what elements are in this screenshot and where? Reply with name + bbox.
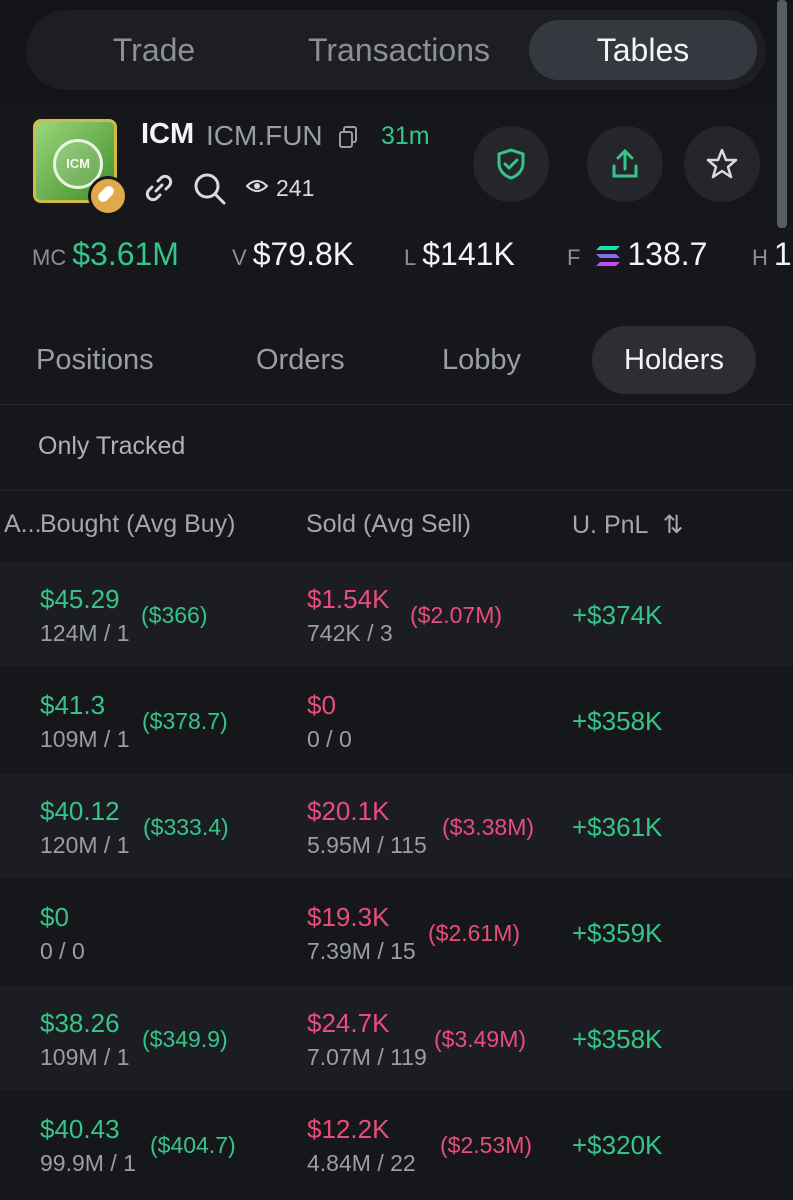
pnl-value: +$374K	[572, 600, 663, 630]
tab-orders[interactable]: Orders	[256, 344, 345, 376]
token-logo-text: ICM	[53, 139, 103, 189]
bought-amount: 109M / 1	[40, 1044, 130, 1070]
pnl-value: +$358K	[572, 1024, 663, 1054]
bought-value: $40.12	[40, 796, 120, 826]
shield-check-icon	[497, 148, 525, 180]
avg-sell: ($3.38M)	[442, 814, 535, 840]
sold-value: $1.54K	[307, 584, 390, 614]
security-button[interactable]	[473, 126, 549, 202]
liquidity-value: $141K	[422, 236, 515, 272]
tab-tables[interactable]: Tables	[529, 20, 757, 80]
column-header-pnl[interactable]: U. PnL ⇅	[572, 511, 684, 539]
only-tracked-filter[interactable]: Only Tracked	[38, 432, 186, 460]
bought-value: $40.43	[40, 1114, 120, 1144]
market-cap-value: $3.61M	[72, 236, 179, 272]
tab-positions[interactable]: Positions	[36, 344, 154, 376]
pnl-value: +$320K	[572, 1130, 663, 1160]
bought-amount: 124M / 1	[40, 620, 130, 646]
avg-sell: ($2.61M)	[428, 920, 521, 946]
column-header-bought[interactable]: Bought (Avg Buy)	[40, 510, 236, 538]
sold-value: $12.2K	[307, 1114, 390, 1144]
avg-buy: ($404.7)	[150, 1132, 236, 1158]
table-row[interactable]: $40.12 120M / 1 ($333.4) $20.1K 5.95M / …	[0, 774, 793, 878]
stat-fees: F 138.7	[567, 236, 708, 272]
stat-market-cap: MC $3.61M	[32, 236, 179, 272]
bought-value: $41.3	[40, 690, 106, 720]
avg-buy: ($378.7)	[142, 708, 228, 734]
stat-liquidity: L $141K	[404, 236, 515, 272]
top-bar: Trade Transactions Tables	[0, 0, 793, 104]
filter-divider	[0, 490, 793, 491]
pnl-value: +$359K	[572, 918, 663, 948]
pnl-value: +$361K	[572, 812, 663, 842]
favorite-button[interactable]	[684, 126, 760, 202]
token-age: 31m	[381, 122, 430, 150]
link-icon[interactable]	[143, 172, 175, 204]
table-row[interactable]: $40.43 99.9M / 1 ($404.7) $12.2K 4.84M /…	[0, 1092, 793, 1196]
sold-value: $0	[307, 690, 336, 720]
avg-sell: ($2.07M)	[410, 602, 503, 628]
tabs-divider	[0, 404, 793, 405]
sold-value: $19.3K	[307, 902, 390, 932]
avg-buy: ($333.4)	[143, 814, 229, 840]
bought-value: $45.29	[40, 584, 120, 614]
table-row[interactable]: $38.26 109M / 1 ($349.9) $24.7K 7.07M / …	[0, 986, 793, 1090]
bought-amount: 99.9M / 1	[40, 1150, 136, 1176]
avg-buy: ($349.9)	[142, 1026, 228, 1052]
pnl-value: +$358K	[572, 706, 663, 736]
volume-value: $79.8K	[252, 236, 355, 272]
sold-value: $20.1K	[307, 796, 390, 826]
bought-value: $38.26	[40, 1008, 120, 1038]
tab-holders[interactable]: Holders	[592, 326, 756, 394]
token-logo: ICM	[33, 119, 117, 203]
stat-volume: V $79.8K	[232, 236, 355, 272]
bought-value: $0	[40, 902, 69, 932]
sold-amount: 5.95M / 115	[307, 832, 427, 858]
solana-icon	[596, 246, 621, 266]
sold-amount: 742K / 3	[307, 620, 393, 646]
avg-sell: ($3.49M)	[434, 1026, 527, 1052]
bought-amount: 120M / 1	[40, 832, 130, 858]
sold-amount: 7.07M / 119	[307, 1044, 427, 1070]
star-icon	[706, 148, 738, 179]
sold-amount: 0 / 0	[307, 726, 352, 752]
holders-value: 1	[773, 236, 792, 272]
bought-amount: 0 / 0	[40, 938, 85, 964]
table-row[interactable]: $0 0 / 0 $19.3K 7.39M / 15 ($2.61M) +$35…	[0, 880, 793, 984]
sold-value: $24.7K	[307, 1008, 390, 1038]
share-icon	[612, 148, 638, 178]
pill-badge-icon	[88, 176, 128, 216]
eye-icon	[246, 180, 268, 192]
tab-trade[interactable]: Trade	[112, 32, 196, 68]
viewer-count: 241	[276, 175, 315, 201]
sort-icon[interactable]: ⇅	[662, 511, 684, 539]
tab-transactions[interactable]: Transactions	[308, 32, 490, 68]
sold-amount: 7.39M / 15	[307, 938, 416, 964]
view-switcher: Trade Transactions Tables	[26, 10, 766, 90]
tab-lobby[interactable]: Lobby	[442, 344, 522, 376]
fees-value: 138.7	[627, 236, 708, 272]
sold-amount: 4.84M / 22	[307, 1150, 416, 1176]
table-row[interactable]: $41.3 109M / 1 ($378.7) $0 0 / 0 +$358K	[0, 668, 793, 772]
bought-amount: 109M / 1	[40, 726, 130, 752]
column-header-address[interactable]: A...	[4, 510, 42, 538]
search-icon[interactable]	[193, 172, 227, 206]
table-row[interactable]: $45.29 124M / 1 ($366) $1.54K 742K / 3 (…	[0, 562, 793, 666]
scrollbar[interactable]	[777, 0, 787, 228]
avg-buy: ($366)	[141, 602, 208, 628]
copy-icon[interactable]	[338, 126, 358, 148]
column-header-sold[interactable]: Sold (Avg Sell)	[306, 510, 471, 538]
token-name: ICM.FUN	[206, 120, 323, 151]
avg-sell: ($2.53M)	[440, 1132, 533, 1158]
share-button[interactable]	[587, 126, 663, 202]
token-symbol: ICM	[141, 118, 195, 150]
